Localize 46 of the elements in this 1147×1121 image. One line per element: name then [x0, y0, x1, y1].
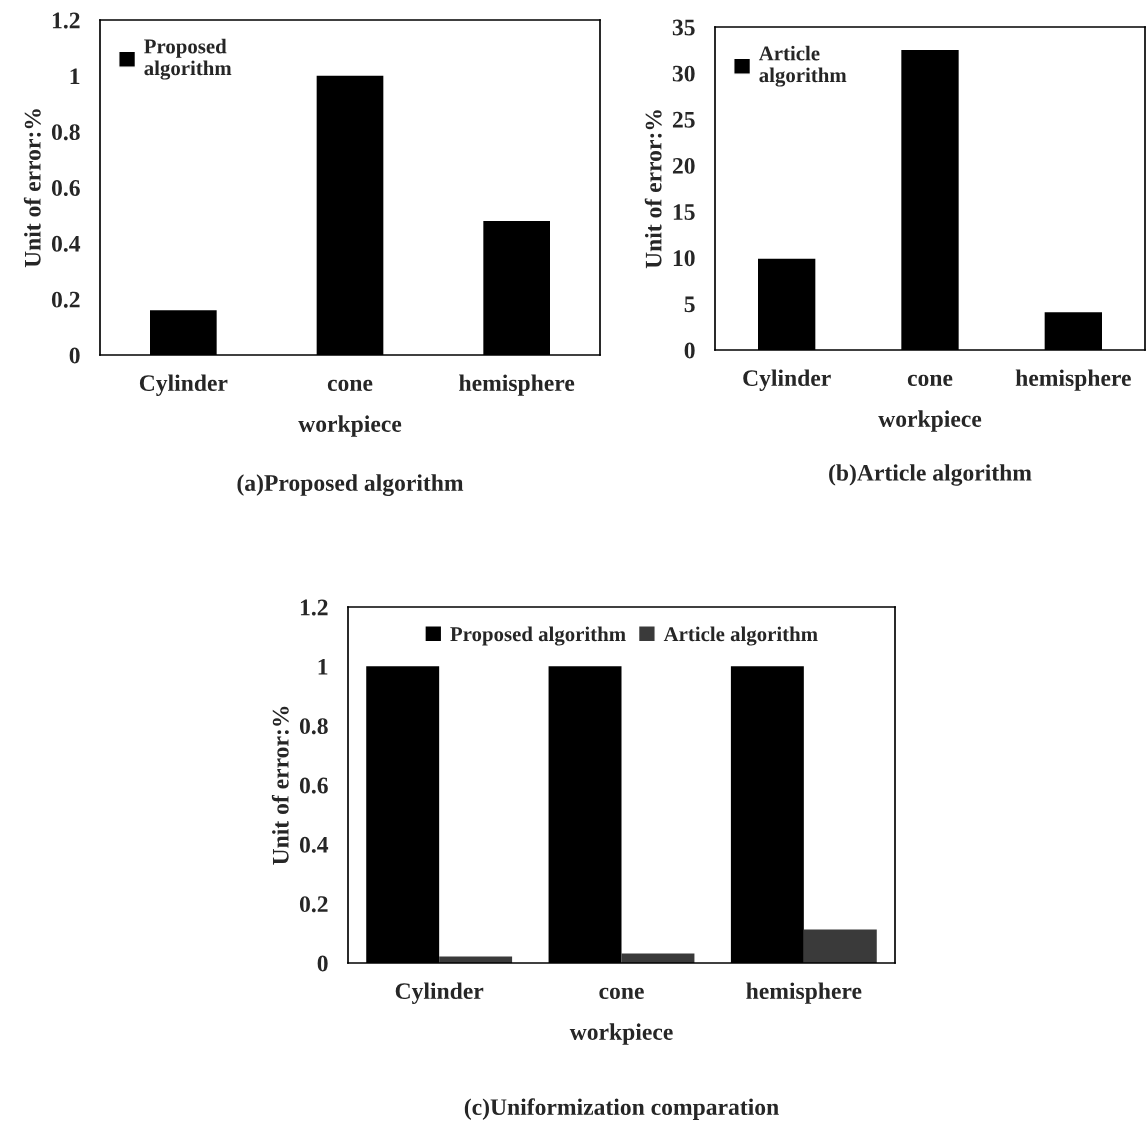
text: (a)Proposed algorithm: [237, 474, 464, 496]
x-axis-title: workpiece: [298, 415, 402, 437]
y-tick-label: 0.4: [299, 836, 329, 853]
y-tick-label: 1: [318, 658, 328, 675]
x-tick-label: cone: [907, 374, 953, 387]
y-tick-label: 0: [684, 342, 695, 359]
y-tick-label: 1: [70, 68, 80, 85]
x-tick-label: Cylinder: [743, 369, 831, 391]
y-tick-label: 0: [317, 955, 328, 972]
y-tick-label: 35: [672, 19, 695, 36]
y-tick-label: 1.2: [300, 599, 328, 616]
text: (c)Uniformization comparation: [464, 1098, 779, 1120]
y-tick-label: 0.4: [51, 235, 81, 252]
y-tick-label: 0.6: [51, 179, 80, 197]
y-axis-title: Unit of error:%: [644, 110, 662, 269]
y-tick-label: 0: [69, 347, 80, 364]
legend-label: Proposed algorithm: [450, 626, 626, 646]
legend-label: Proposed algorithm: [144, 38, 232, 80]
y-tick-label: 0.6: [299, 777, 328, 794]
text: (b)Article algorithm: [829, 464, 1032, 486]
x-tick-label: hemisphere: [459, 374, 575, 396]
bar: [803, 929, 877, 963]
y-tick-label: 0.2: [299, 896, 328, 913]
x-tick-label: cone: [327, 379, 373, 392]
x-axis-title: workpiece: [878, 410, 982, 432]
y-tick-label: 1.2: [52, 12, 80, 29]
x-tick-label: hemisphere: [1015, 369, 1131, 391]
x-axis-title: workpiece: [569, 1023, 673, 1045]
y-tick-label: 30: [672, 65, 695, 82]
y-tick-label: 0.8: [51, 124, 80, 141]
y-tick-label: 20: [672, 157, 695, 174]
y-tick-label: 0.8: [299, 718, 328, 735]
bar: [439, 956, 513, 963]
y-axis-title: Unit of error:%: [23, 109, 41, 268]
legend-label: Article algorithm: [758, 45, 847, 87]
y-tick-label: 5: [684, 296, 695, 313]
y-axis-title: Unit of error:%: [271, 706, 289, 865]
y-tick-label: 0.2: [51, 291, 80, 308]
x-tick-label: Cylinder: [395, 982, 484, 1004]
y-tick-label: 10: [673, 250, 695, 267]
x-tick-label: cone: [599, 987, 644, 1000]
x-tick-label: Cylinder: [139, 374, 228, 396]
y-tick-label: 15: [673, 204, 695, 220]
y-tick-label: 25: [672, 111, 695, 128]
x-tick-label: hemisphere: [746, 982, 862, 1004]
legend-label: Article algorithm: [663, 626, 818, 646]
